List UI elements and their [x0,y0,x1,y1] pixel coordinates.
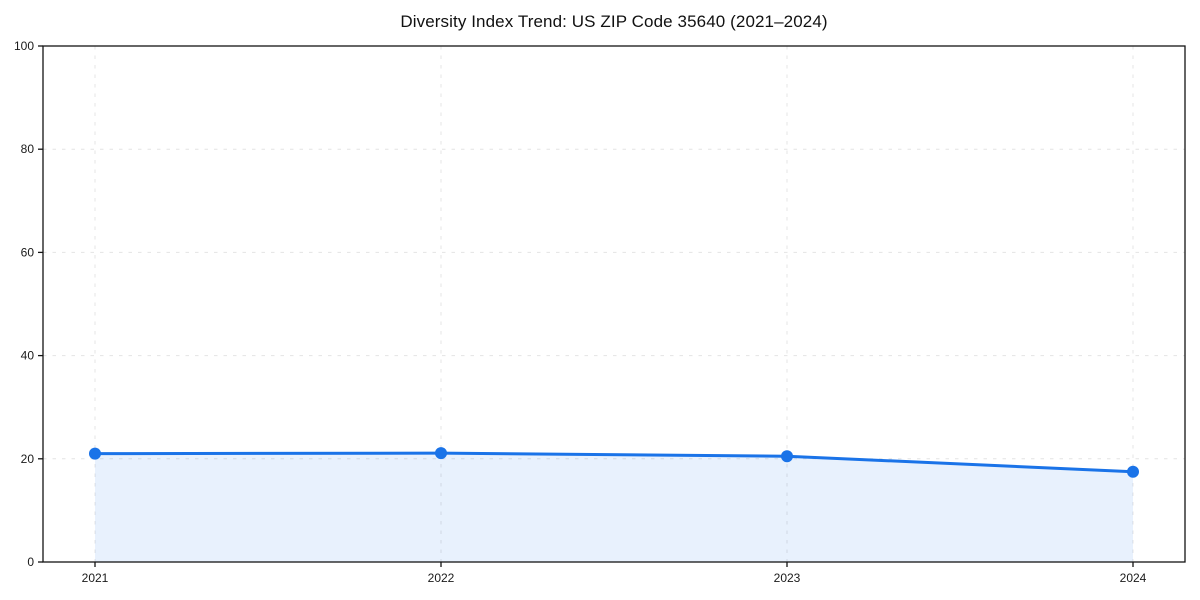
y-tick-label: 80 [21,142,35,156]
data-point [435,447,447,460]
y-tick-label: 20 [21,452,35,466]
x-tick-label: 2024 [1120,571,1147,585]
x-tick-label: 2022 [428,571,455,585]
data-point [1127,465,1139,478]
area-fill [95,453,1133,562]
x-tick-label: 2021 [82,571,109,585]
y-tick-label: 60 [21,245,35,259]
y-tick-label: 40 [21,349,35,363]
data-point [781,450,793,463]
plot-frame [42,45,1186,563]
data-point [89,447,101,460]
y-tick-label: 100 [14,39,34,53]
trend-line [93,451,1135,474]
chart-title: Diversity Index Trend: US ZIP Code 35640… [400,12,828,31]
y-tick-label: 0 [27,555,34,569]
x-tick-label: 2023 [774,571,801,585]
